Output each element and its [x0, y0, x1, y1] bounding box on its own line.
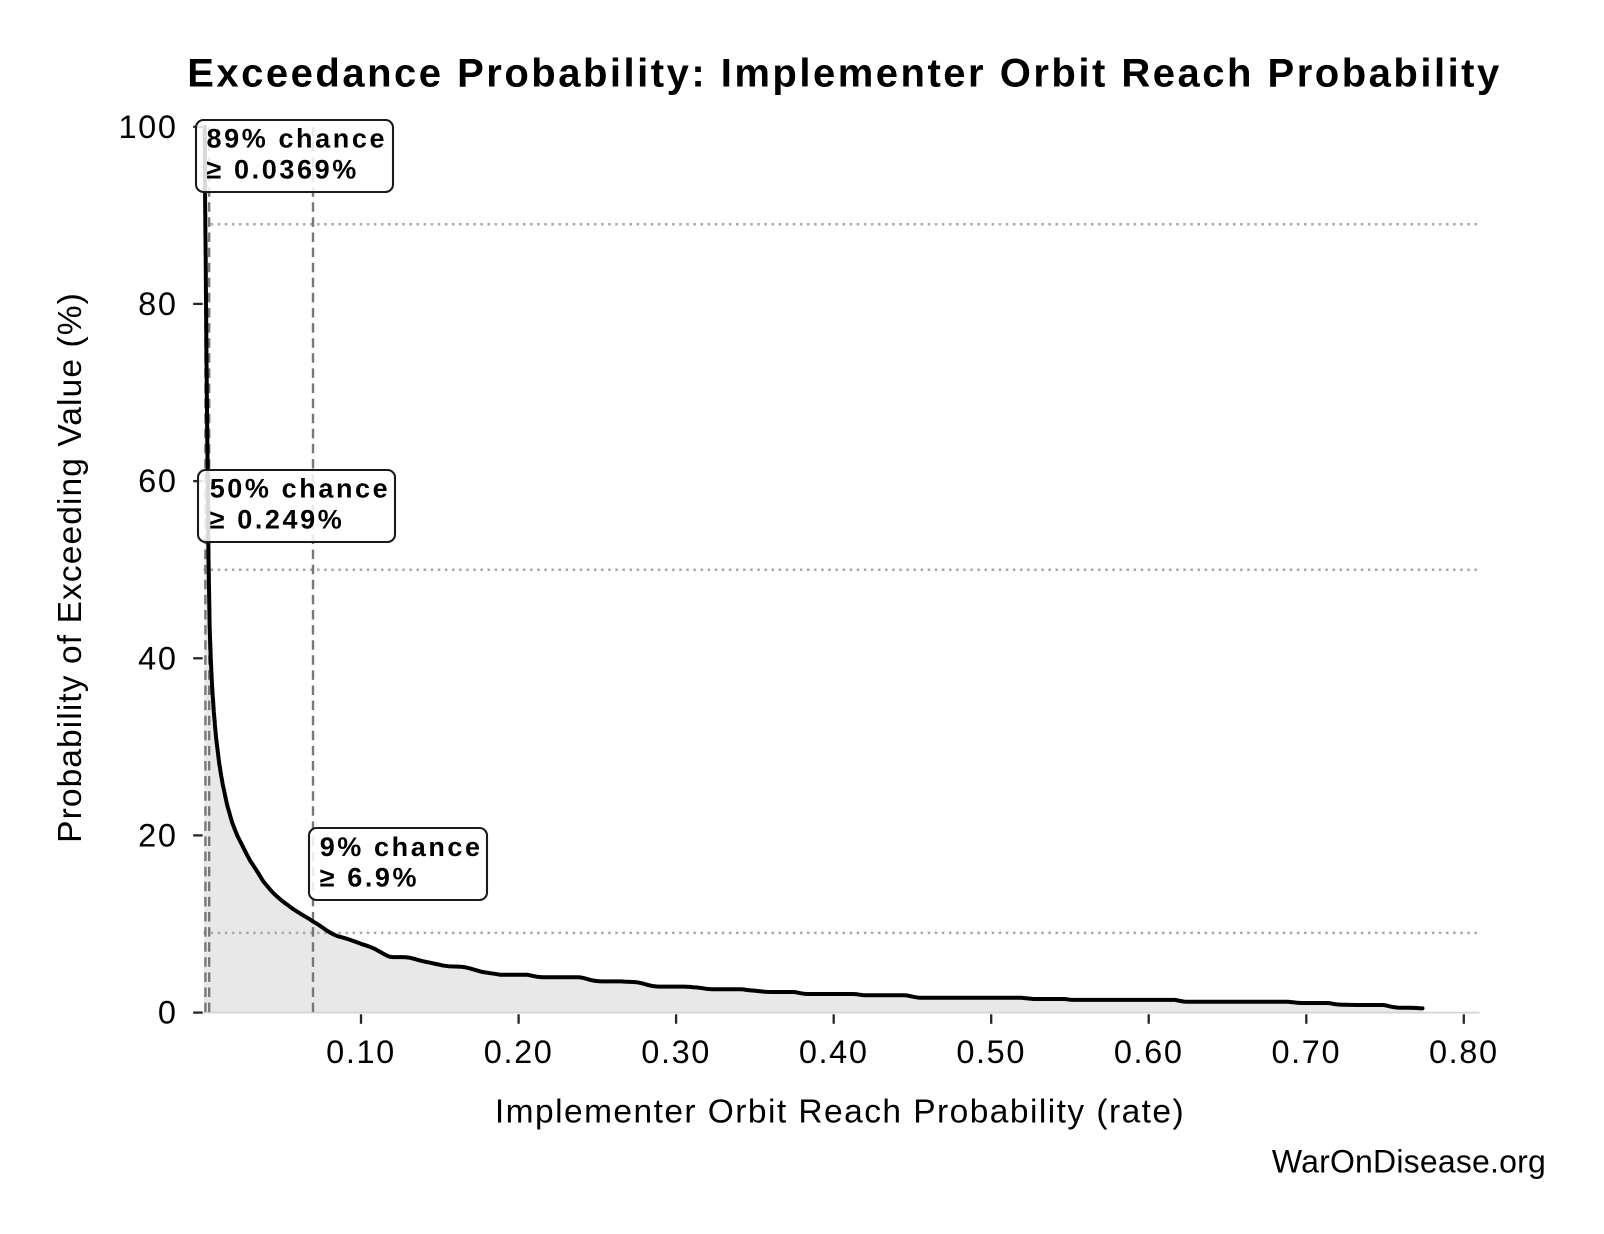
svg-text:≥ 6.9%: ≥ 6.9% [320, 863, 419, 893]
svg-text:≥ 0.0369%: ≥ 0.0369% [207, 155, 359, 185]
svg-text:9% chance: 9% chance [320, 832, 483, 862]
svg-text:0: 0 [158, 995, 178, 1031]
svg-text:60: 60 [138, 463, 177, 499]
svg-text:0.60: 0.60 [1114, 1034, 1184, 1070]
svg-text:Probability of Exceeding Value: Probability of Exceeding Value (%) [52, 292, 89, 843]
svg-text:0.30: 0.30 [641, 1034, 711, 1070]
svg-text:100: 100 [118, 109, 177, 145]
svg-text:0.20: 0.20 [484, 1034, 554, 1070]
svg-text:0.50: 0.50 [956, 1034, 1026, 1070]
svg-text:Exceedance Probability: Implem: Exceedance Probability: Implementer Orbi… [187, 52, 1502, 96]
svg-text:0.10: 0.10 [326, 1034, 396, 1070]
svg-text:WarOnDisease.org: WarOnDisease.org [1272, 1144, 1546, 1180]
svg-text:50% chance: 50% chance [210, 474, 391, 504]
svg-text:0.40: 0.40 [799, 1034, 869, 1070]
svg-text:80: 80 [138, 286, 177, 322]
svg-text:0.70: 0.70 [1271, 1034, 1341, 1070]
svg-text:≥ 0.249%: ≥ 0.249% [210, 505, 345, 535]
svg-text:40: 40 [138, 640, 177, 676]
svg-text:0.80: 0.80 [1429, 1034, 1499, 1070]
svg-text:89% chance: 89% chance [207, 124, 388, 154]
svg-text:Implementer Orbit Reach Probab: Implementer Orbit Reach Probability (rat… [495, 1094, 1185, 1131]
svg-text:20: 20 [138, 817, 177, 853]
